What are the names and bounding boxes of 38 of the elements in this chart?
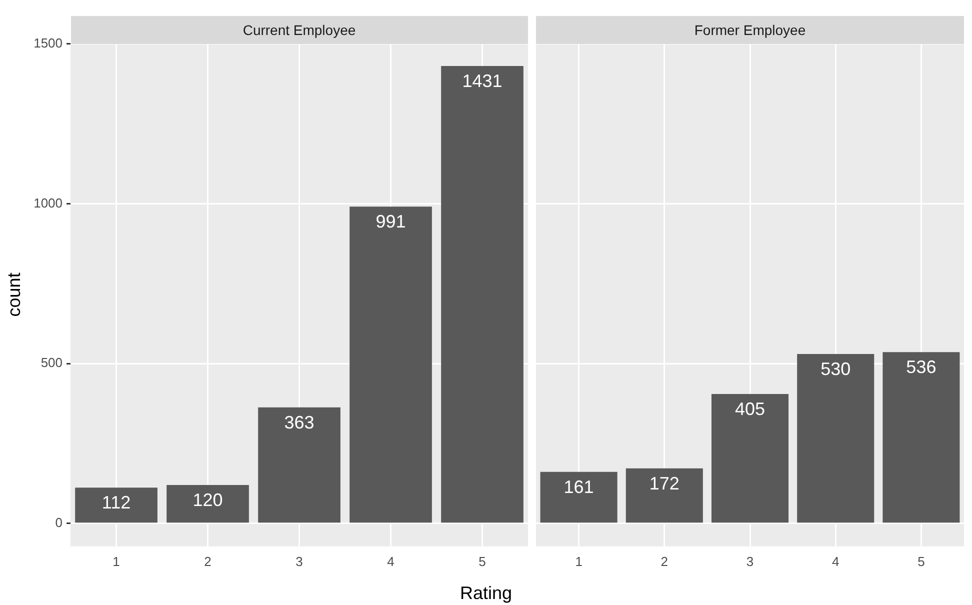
- data-label: 536: [906, 357, 936, 378]
- bar: [540, 472, 618, 523]
- data-label: 112: [102, 492, 131, 513]
- data-label: 991: [376, 212, 406, 232]
- y-tick-label: 1000: [34, 195, 63, 210]
- x-tick-label: 3: [296, 554, 303, 569]
- x-tick-label: 4: [832, 554, 840, 569]
- data-label: 405: [734, 398, 766, 419]
- x-tick-label: 3: [746, 554, 754, 569]
- x-tick-label: 1: [575, 554, 582, 569]
- data-label: 120: [192, 490, 223, 510]
- y-axis-title: count: [4, 272, 24, 317]
- x-tick-label: 4: [387, 554, 394, 569]
- data-label: 161: [564, 476, 594, 497]
- bar: [350, 206, 432, 523]
- x-tick-label: 2: [660, 554, 668, 569]
- bar: [258, 407, 340, 523]
- data-label: 363: [284, 412, 314, 432]
- chart-title: Former Employee: [536, 16, 964, 44]
- bar: [882, 352, 960, 523]
- data-label: 172: [649, 473, 680, 494]
- bar: [75, 488, 158, 523]
- y-tick-label: 0: [55, 514, 63, 530]
- x-tick-label: 2: [204, 554, 212, 569]
- bar: [626, 468, 703, 523]
- x-tick-label: 1: [112, 554, 120, 569]
- bar: [797, 354, 874, 523]
- data-label: 1431: [462, 70, 502, 91]
- x-tick-label: 5: [478, 554, 486, 569]
- y-tick-label: 1500: [34, 36, 63, 51]
- data-label: 530: [820, 358, 851, 379]
- bar: [166, 485, 249, 523]
- y-tick-label: 500: [40, 355, 63, 370]
- bar: [711, 394, 789, 523]
- x-axis-title: Rating: [458, 583, 514, 604]
- x-tick-label: 5: [918, 554, 925, 569]
- bar: [441, 66, 524, 523]
- chart-title: Current Employee: [70, 16, 528, 44]
